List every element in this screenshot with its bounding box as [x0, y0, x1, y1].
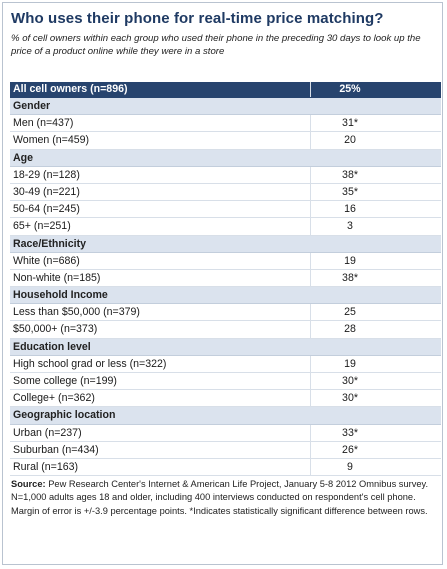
column-divider — [310, 304, 311, 321]
table-row-value: 33* — [342, 426, 358, 439]
table-row: 50-64 (n=245) 16 — [10, 201, 441, 219]
group-heading: Age — [10, 149, 441, 167]
table-row-value: 30* — [342, 392, 358, 405]
table-row-value: 19 — [344, 254, 356, 267]
table-row: High school grad or less (n=322) 19 — [10, 355, 441, 373]
table-row-value: 19 — [344, 357, 356, 370]
table-row-label: Women (n=459) — [13, 134, 90, 147]
table-row-value: 16 — [344, 203, 356, 216]
column-divider — [310, 166, 311, 183]
table-row-label: 18-29 (n=128) — [13, 168, 80, 181]
table-row-value: 3 — [347, 220, 353, 233]
table-row-label: Rural (n=163) — [13, 460, 79, 473]
group-heading-label: Education level — [13, 340, 91, 353]
chart-frame: Who uses their phone for real-time price… — [2, 2, 443, 565]
table-row: 30-49 (n=221) 35* — [10, 183, 441, 202]
data-table: All cell owners (n=896) 25% Gender Men (n=4… — [10, 82, 441, 477]
group-heading: Geographic location — [10, 407, 441, 425]
source-text: Pew Research Center's Internet & America… — [11, 479, 429, 516]
table-row-label: Men (n=437) — [13, 117, 74, 130]
table-header-row-value: 25% — [339, 83, 361, 95]
column-divider — [310, 218, 311, 235]
table-header-row: All cell owners (n=896) 25% — [10, 82, 441, 98]
table-row-value: 26* — [342, 443, 358, 456]
table-row: Men (n=437) 31* — [10, 115, 441, 133]
table-row-value: 31* — [342, 117, 358, 130]
table-row: Women (n=459) 20 — [10, 132, 441, 150]
column-divider — [310, 458, 311, 476]
chart-subtitle: % of cell owners within each group who u… — [11, 33, 421, 57]
group-heading-label: Race/Ethnicity — [13, 237, 87, 250]
column-divider — [310, 390, 311, 407]
column-divider — [310, 132, 311, 149]
table-row: Suburban (n=434) 26* — [10, 441, 441, 459]
column-divider — [310, 269, 311, 287]
column-divider — [310, 355, 311, 372]
group-heading-label: Household Income — [13, 289, 108, 302]
table-row-label: High school grad or less (n=322) — [13, 357, 167, 370]
table-row-label: Urban (n=237) — [13, 426, 82, 439]
column-divider — [310, 115, 311, 132]
table-row-label: Suburban (n=434) — [13, 443, 99, 456]
table-row: White (n=686) 19 — [10, 252, 441, 270]
group-heading-label: Gender — [13, 100, 51, 112]
table-row: Non-white (n=185) 38* — [10, 269, 441, 288]
column-divider — [310, 201, 311, 218]
table-row-label: 65+ (n=251) — [13, 220, 71, 233]
table-row: Urban (n=237) 33* — [10, 424, 441, 442]
column-divider — [310, 424, 311, 441]
table-row-value: 35* — [342, 185, 358, 198]
table-row-value: 38* — [342, 271, 358, 284]
source-note: Source: Pew Research Center's Internet &… — [11, 478, 441, 518]
table-row-value: 25 — [344, 306, 356, 319]
table-row-label: 50-64 (n=245) — [13, 203, 80, 216]
table-row: Less than $50,000 (n=379) 25 — [10, 304, 441, 322]
column-divider — [310, 82, 311, 97]
table-row-value: 30* — [342, 375, 358, 387]
table-row: Some college (n=199) 30* — [10, 373, 441, 391]
column-divider — [310, 373, 311, 390]
group-heading: Gender — [10, 98, 441, 116]
table-row: College+ (n=362) 30* — [10, 390, 441, 408]
table-row: 18-29 (n=128) 38* — [10, 166, 441, 184]
group-heading: Race/Ethnicity — [10, 235, 441, 253]
table-row-value: 28 — [344, 323, 356, 336]
table-row-label: Some college (n=199) — [13, 375, 117, 387]
table-row: 65+ (n=251) 3 — [10, 218, 441, 236]
group-heading: Household Income — [10, 287, 441, 305]
table-row-value: 20 — [344, 134, 356, 147]
table-row-label: College+ (n=362) — [13, 392, 95, 405]
column-divider — [310, 441, 311, 458]
table-row-label: Non-white (n=185) — [13, 271, 101, 284]
table-row-value: 38* — [342, 168, 358, 181]
column-divider — [310, 183, 311, 201]
table-row: Rural (n=163) 9 — [10, 458, 441, 477]
column-divider — [310, 252, 311, 269]
table-row-label: $50,000+ (n=373) — [13, 323, 98, 336]
chart-title: Who uses their phone for real-time price… — [11, 10, 384, 27]
group-heading-label: Age — [13, 151, 34, 164]
column-divider — [310, 321, 311, 338]
table-row-label: Less than $50,000 (n=379) — [13, 306, 140, 319]
table-row-label: White (n=686) — [13, 254, 80, 267]
group-heading-label: Geographic location — [13, 409, 116, 422]
table-row-label: 30-49 (n=221) — [13, 185, 80, 198]
source-label: Source: — [11, 479, 46, 489]
table-row: $50,000+ (n=373) 28 — [10, 321, 441, 339]
table-row-value: 9 — [347, 460, 353, 473]
group-heading: Education level — [10, 338, 441, 356]
table-header-row-label: All cell owners (n=896) — [13, 83, 128, 95]
